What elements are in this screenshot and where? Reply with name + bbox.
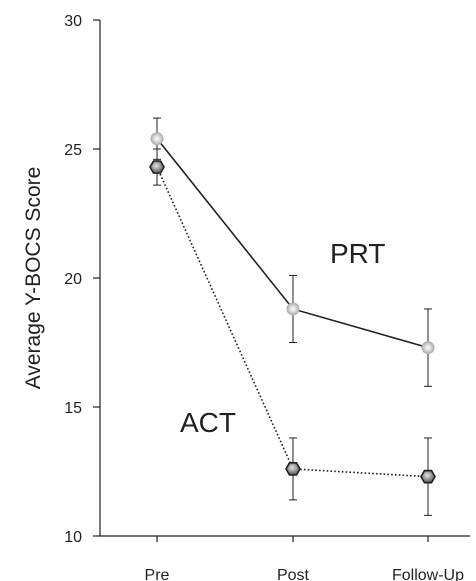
- y-tick-label: 15: [64, 400, 82, 417]
- x-tick-label: Pre: [145, 567, 170, 581]
- y-tick-label: 20: [64, 271, 82, 288]
- x-ticks: Pre Post Follow-Up: [145, 536, 464, 581]
- y-tick-label: 10: [64, 529, 82, 546]
- data-point: [149, 160, 165, 174]
- y-ticks: 10 15 20 25 30: [64, 13, 100, 546]
- series-label-prt: PRT: [330, 238, 386, 269]
- y-axis-title: Average Y-BOCS Score: [22, 167, 45, 390]
- x-tick-label: Follow-Up: [392, 567, 464, 581]
- data-point: [286, 302, 300, 316]
- x-tick-label: Post: [277, 567, 310, 581]
- y-tick-label: 30: [64, 13, 82, 30]
- x-axis: Pre Post Follow-Up: [100, 535, 470, 581]
- y-axis: 10 15 20 25 30 Average Y-BOCS Score: [22, 13, 101, 546]
- data-point: [420, 469, 436, 484]
- data-point: [150, 132, 164, 146]
- data-point: [285, 462, 301, 476]
- data-point: [421, 341, 435, 355]
- plot-area: [149, 117, 436, 516]
- series-prt: [150, 117, 435, 387]
- series-act: [149, 148, 436, 516]
- y-tick-label: 25: [64, 142, 82, 159]
- series-label-act: ACT: [180, 407, 236, 438]
